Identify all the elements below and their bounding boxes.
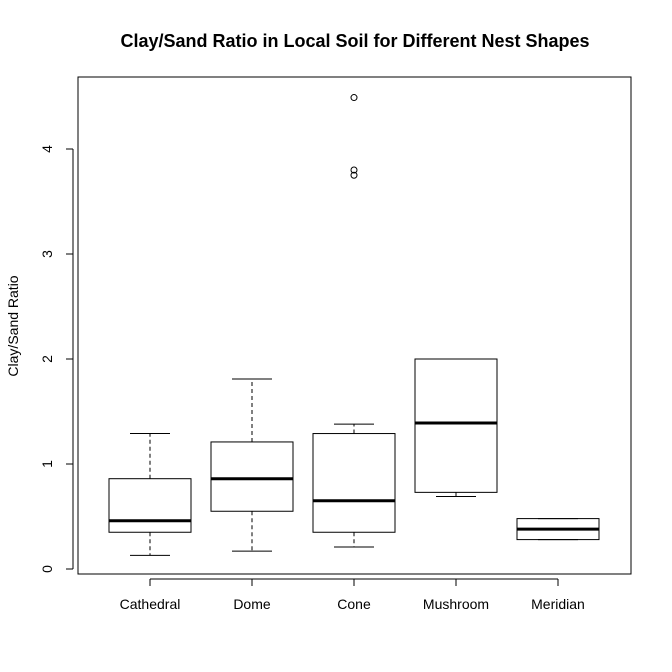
y-tick-label: 4 [39,145,55,153]
box-mushroom [414,358,498,498]
outlier-point [350,171,358,179]
box-meridian [516,518,600,541]
x-tick-label: Cone [337,596,371,612]
chart-title: Clay/Sand Ratio in Local Soil for Differ… [120,31,589,51]
y-tick-label: 3 [39,250,55,258]
plot-frame [77,76,632,575]
outlier-point [350,94,358,102]
x-axis: Cathedral Dome Cone Mushroom Meridian [120,578,585,612]
box-iqr [414,358,498,493]
box-iqr [210,441,294,512]
box-iqr [312,433,396,533]
y-tick-label: 2 [39,355,55,363]
y-axis: 0 1 2 3 4 [39,145,74,573]
box-cone [312,94,396,548]
boxes-group [108,94,600,556]
outlier-point [350,166,358,174]
x-tick-label: Dome [233,596,271,612]
box-dome [210,378,294,552]
box-iqr [108,478,192,533]
x-tick-label: Mushroom [423,596,489,612]
y-tick-label: 0 [39,565,55,573]
x-tick-label: Cathedral [120,596,181,612]
y-tick-label: 1 [39,460,55,468]
box-cathedral [108,433,192,556]
x-tick-label: Meridian [531,596,585,612]
y-axis-label: Clay/Sand Ratio [5,275,21,376]
